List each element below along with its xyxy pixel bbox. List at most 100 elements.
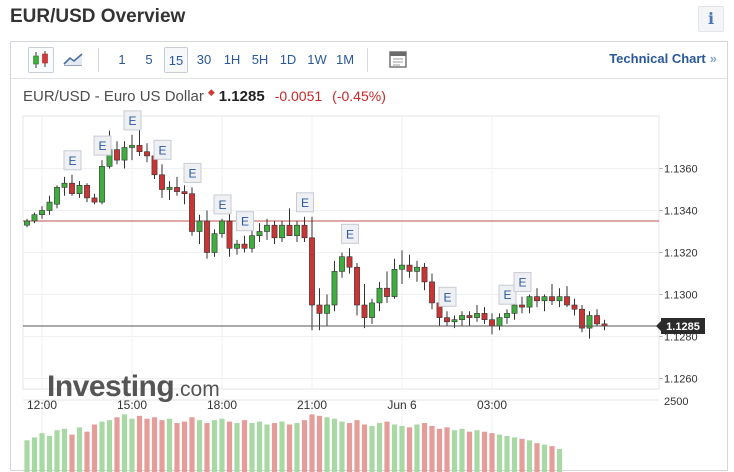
event-marker <box>236 211 254 232</box>
candle-body <box>444 317 450 323</box>
volume-bar <box>384 421 390 472</box>
volume-bar <box>369 425 375 472</box>
calendar-icon[interactable] <box>386 47 412 73</box>
volume-bar <box>301 420 308 472</box>
down-arrow-icon: ◆ <box>207 87 215 97</box>
candle-body <box>526 296 533 308</box>
candle-body <box>361 304 368 318</box>
last-price-tag-label: 1.1285 <box>666 321 700 333</box>
volume-bar <box>399 425 405 472</box>
event-marker <box>93 135 112 156</box>
volume-bar <box>474 430 480 472</box>
event-marker <box>123 110 142 131</box>
candle-body <box>459 315 465 320</box>
page-title: EUR/USD Overview <box>10 6 186 27</box>
candle-body <box>331 271 338 306</box>
candle-body <box>84 185 90 199</box>
volume-bar <box>189 417 195 472</box>
volume-bar <box>376 423 383 472</box>
candle-body <box>136 145 143 153</box>
candle-body <box>61 182 68 188</box>
volume-bar <box>421 423 428 472</box>
price-chart[interactable]: 1.1360 1.1340 1.1320 1.1300 1.1280 1.1260 12:0… <box>11 42 729 472</box>
candle-body <box>271 224 278 239</box>
volume-bar <box>541 444 548 472</box>
volume-bar <box>414 424 420 472</box>
x-tick-label: Jun 6 <box>387 398 417 412</box>
info-icon[interactable]: i <box>698 6 724 32</box>
timeframe-30[interactable]: 30 <box>196 52 212 67</box>
volume-bar <box>489 433 495 472</box>
candle-body <box>421 266 428 283</box>
volume-bar <box>144 418 150 472</box>
candle-body <box>219 220 225 234</box>
toolbar-divider <box>98 48 99 72</box>
candle-body <box>534 296 540 302</box>
volume-bar <box>466 431 473 472</box>
volume-bar <box>136 415 143 472</box>
candle-body <box>376 287 383 304</box>
candlestick-icon[interactable] <box>28 47 54 73</box>
timeframe-1h[interactable]: 1H <box>223 52 241 67</box>
candle-body <box>504 313 510 318</box>
volume-bar <box>54 430 60 472</box>
volume-bar <box>534 443 540 472</box>
candle-body <box>204 220 210 253</box>
candle-body <box>481 313 488 320</box>
x-tick-label: 18:00 <box>207 398 237 412</box>
chevron-right-icon: » <box>709 51 717 66</box>
timeframe-15[interactable]: 15 <box>164 47 188 73</box>
volume-bar <box>129 418 135 472</box>
candle-body <box>264 224 270 232</box>
candle-body <box>121 147 128 161</box>
timeframe-1[interactable]: 1 <box>118 52 126 67</box>
last-price-tag <box>661 318 705 334</box>
area-chart-icon[interactable] <box>61 47 87 73</box>
candle-body <box>399 264 405 270</box>
y-tick-label: 1.1340 <box>664 206 698 218</box>
candle-body <box>211 233 218 253</box>
last-price-tag-arrow <box>656 321 661 331</box>
event-marker <box>153 139 172 160</box>
candle-body <box>174 187 180 192</box>
technical-chart-link[interactable]: Technical Chart» <box>609 42 717 78</box>
timeframe-1d[interactable]: 1D <box>279 52 297 67</box>
x-tick-label: 15:00 <box>117 398 147 412</box>
instrument-name: EUR/USD - Euro US Dollar <box>23 88 204 105</box>
timeframe-5h[interactable]: 5H <box>251 52 269 67</box>
candle-body <box>256 231 263 236</box>
timeframe-1m[interactable]: 1M <box>335 52 355 67</box>
volume-bar <box>354 420 360 472</box>
event-marker <box>63 150 82 171</box>
event-marker <box>513 272 532 293</box>
volume-bar <box>84 431 90 472</box>
volume-bar <box>39 433 45 472</box>
candle-body <box>451 319 458 323</box>
volume-bar <box>316 415 323 472</box>
candle-body <box>556 296 563 302</box>
candle-body <box>369 302 375 318</box>
candle-body <box>354 266 360 306</box>
candle-body <box>429 281 435 304</box>
volume-bar <box>256 421 263 472</box>
x-tick-label: 21:00 <box>297 398 327 412</box>
candle-body <box>549 296 555 302</box>
volume-bar <box>166 418 173 472</box>
event-marker <box>498 284 517 305</box>
volume-bar <box>286 424 293 472</box>
volume-bar <box>106 420 113 472</box>
y-tick-label: 1.1280 <box>664 332 698 344</box>
y-tick-label: 1.1360 <box>664 164 698 176</box>
event-marker <box>438 286 457 307</box>
volume-bar <box>174 423 180 472</box>
event-marker <box>296 192 314 213</box>
candle-body <box>466 315 473 318</box>
timeframe-5[interactable]: 5 <box>145 52 153 67</box>
candle-body <box>474 313 480 318</box>
x-tick-label: 03:00 <box>477 398 507 412</box>
candle-body <box>181 191 188 195</box>
candle-body <box>69 182 75 194</box>
volume-bar <box>181 421 188 472</box>
candle-body <box>91 197 98 203</box>
timeframe-1w[interactable]: 1W <box>307 52 327 67</box>
